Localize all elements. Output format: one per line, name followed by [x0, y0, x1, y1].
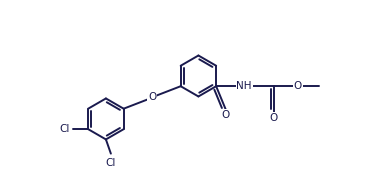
Text: O: O	[294, 81, 302, 91]
Text: Cl: Cl	[106, 158, 116, 168]
Text: Cl: Cl	[59, 124, 69, 134]
Text: O: O	[270, 113, 278, 123]
Text: O: O	[148, 92, 156, 102]
Text: NH: NH	[236, 81, 252, 91]
Text: O: O	[222, 110, 230, 120]
